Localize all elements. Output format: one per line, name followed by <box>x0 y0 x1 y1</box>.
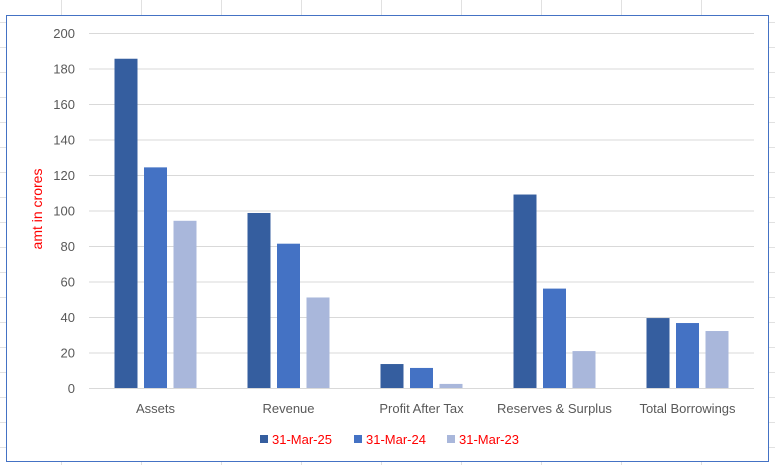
x-tick-label: Total Borrowings <box>639 401 736 416</box>
y-axis-label: amt in crores <box>29 169 45 250</box>
bar-31-mar-25-assets <box>114 58 138 389</box>
x-tick-label: Revenue <box>262 401 314 416</box>
y-tick-label: 40 <box>61 310 75 325</box>
bar-31-mar-24-total-borrowings <box>676 323 699 388</box>
bar-31-mar-25-revenue <box>247 212 271 388</box>
bar-31-mar-24-reserves-surplus <box>543 288 566 388</box>
legend-swatch <box>354 435 362 443</box>
legend-label: 31-Mar-24 <box>366 432 426 447</box>
bar-chart: 0 20 40 60 80 100 120 140 160 180 200 amt in crores… <box>29 26 754 447</box>
y-tick-label: 200 <box>53 26 75 41</box>
y-tick-label: 180 <box>53 62 75 77</box>
y-tick-label: 120 <box>53 168 75 183</box>
bar-31-mar-23-reserves-surplus <box>572 351 596 388</box>
bar-31-mar-25-profit-after-tax <box>380 364 404 388</box>
bar-31-mar-24-profit-after-tax <box>410 367 433 388</box>
y-tick-label: 0 <box>68 381 75 396</box>
y-tick-label: 20 <box>61 346 75 361</box>
bar-31-mar-23-profit-after-tax <box>439 383 463 388</box>
legend-label: 31-Mar-25 <box>272 432 332 447</box>
bar-31-mar-25-total-borrowings <box>646 318 670 388</box>
legend-label: 31-Mar-23 <box>459 432 519 447</box>
y-tick-label: 80 <box>61 239 75 254</box>
x-tick-label: Assets <box>136 401 176 416</box>
x-tick-label: Reserves & Surplus <box>497 401 612 416</box>
bar-31-mar-23-revenue <box>306 297 330 388</box>
y-tick-label: 60 <box>61 275 75 290</box>
y-tick-label: 160 <box>53 97 75 112</box>
bar-31-mar-23-total-borrowings <box>705 331 729 388</box>
y-tick-label: 140 <box>53 133 75 148</box>
bar-31-mar-24-assets <box>144 167 167 388</box>
legend-swatch <box>447 435 455 443</box>
bar-31-mar-24-revenue <box>277 243 300 388</box>
bar-31-mar-23-assets <box>173 220 197 388</box>
y-tick-label: 100 <box>53 204 75 219</box>
legend-swatch <box>260 435 268 443</box>
x-tick-label: Profit After Tax <box>379 401 464 416</box>
bar-31-mar-25-reserves-surplus <box>513 194 537 388</box>
chart-area[interactable]: 0 20 40 60 80 100 120 140 160 180 200 amt in crores… <box>6 15 769 462</box>
